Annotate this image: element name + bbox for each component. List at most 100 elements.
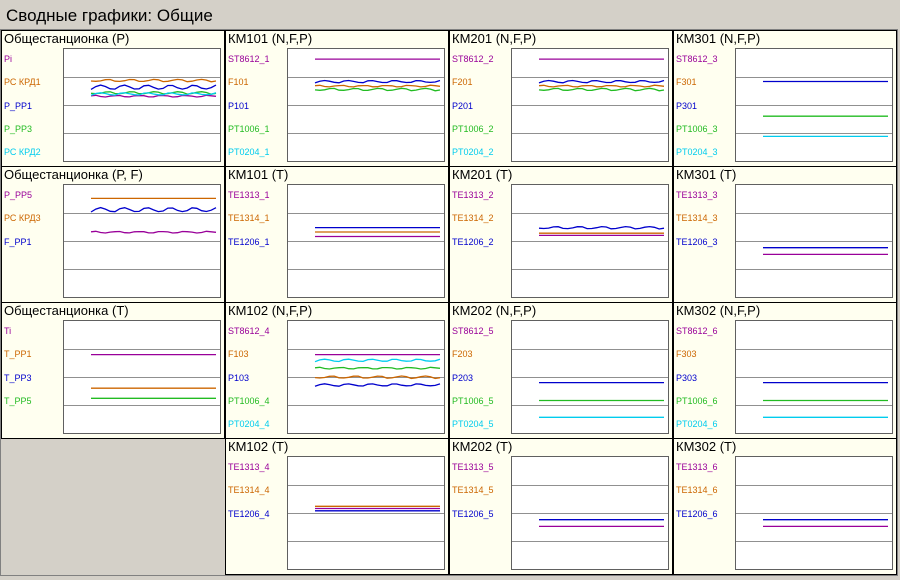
- series-label: PT1006_4: [228, 396, 270, 406]
- chart-panel[interactable]: Общестанционка (T) Ti T_PP1 T_PP3 T_PP5: [1, 302, 225, 439]
- series-line: [90, 230, 217, 234]
- series-line: [90, 92, 217, 96]
- chart-panel[interactable]: Общестанционка (P) Pi РС КРД1 P_PP1 P_PP3 РС …: [1, 30, 225, 167]
- plot-area[interactable]: [735, 320, 893, 434]
- series-label: T_PP1: [4, 349, 32, 359]
- series-line: [538, 225, 665, 230]
- plot-svg: [736, 213, 892, 270]
- panel-title: КМ201 (T): [452, 167, 513, 182]
- series-line: [538, 87, 665, 92]
- series-label: РС КРД1: [4, 77, 41, 87]
- plot-svg: [512, 58, 668, 134]
- panel-title: КМ201 (N,F,P): [452, 31, 537, 46]
- series-label: F103: [228, 349, 249, 359]
- series-label: F301: [676, 77, 697, 87]
- plot-area[interactable]: [287, 184, 445, 298]
- series-label: PT1006_5: [452, 396, 494, 406]
- series-label: TE1314_6: [676, 485, 718, 495]
- plot-area[interactable]: [735, 456, 893, 570]
- panel-title: Общестанционка (P): [4, 31, 130, 46]
- series-label: TE1313_4: [228, 462, 270, 472]
- series-label: P_PP5: [4, 190, 33, 200]
- series-label: F203: [452, 349, 473, 359]
- plot-svg: [288, 485, 444, 542]
- chart-panel[interactable]: КМ301 (N,F,P) ST8612_3 F301 P301 PT1006_3 PT0…: [673, 30, 897, 167]
- series-label: TE1313_5: [452, 462, 494, 472]
- series-label: TE1206_2: [452, 237, 494, 247]
- series-line: [314, 375, 441, 380]
- plot-area[interactable]: [511, 456, 669, 570]
- plot-area[interactable]: [63, 184, 221, 298]
- plot-area[interactable]: [287, 320, 445, 434]
- chart-panel[interactable]: Общестанционка (P, F) P_PP5 РС КРД3 F_PP1: [1, 166, 225, 303]
- plot-area[interactable]: [735, 48, 893, 162]
- series-label: ST8612_6: [676, 326, 718, 336]
- panel-title: КМ202 (N,F,P): [452, 303, 537, 318]
- series-label: PT0204_5: [452, 419, 494, 429]
- plot-svg: [64, 77, 220, 134]
- series-label: PT1006_1: [228, 124, 270, 134]
- chart-panel[interactable]: КМ101 (T) TE1313_1 TE1314_1 TE1206_1: [225, 166, 449, 303]
- series-line: [538, 84, 665, 88]
- series-label: ST8612_2: [452, 54, 494, 64]
- series-line: [90, 206, 217, 213]
- series-label: TE1313_2: [452, 190, 494, 200]
- plot-svg: [512, 485, 668, 542]
- series-label: F303: [676, 349, 697, 359]
- chart-panel[interactable]: КМ202 (T) TE1313_5 TE1314_5 TE1206_5: [449, 438, 673, 575]
- series-line: [314, 366, 441, 370]
- series-label: PT0204_2: [452, 147, 494, 157]
- chart-panel[interactable]: КМ301 (T) TE1313_3 TE1314_3 TE1206_3: [673, 166, 897, 303]
- series-label: TE1313_3: [676, 190, 718, 200]
- series-label: T_PP5: [4, 396, 32, 406]
- chart-panel[interactable]: КМ201 (T) TE1313_2 TE1314_2 TE1206_2: [449, 166, 673, 303]
- panel-title: КМ202 (T): [452, 439, 513, 454]
- chart-panel[interactable]: КМ102 (T) TE1313_4 TE1314_4 TE1206_4: [225, 438, 449, 575]
- series-label: TE1206_6: [676, 509, 718, 519]
- panel-title: КМ302 (T): [676, 439, 737, 454]
- series-label: ST8612_5: [452, 326, 494, 336]
- chart-panel[interactable]: КМ102 (N,F,P) ST8612_4 F103 P103 PT1006_4 PT0…: [225, 302, 449, 439]
- series-label: ST8612_1: [228, 54, 270, 64]
- panel-title: КМ301 (N,F,P): [676, 31, 761, 46]
- panel-title: Общестанционка (T): [4, 303, 129, 318]
- plot-area[interactable]: [287, 456, 445, 570]
- plot-area[interactable]: [511, 48, 669, 162]
- series-label: TE1206_5: [452, 509, 494, 519]
- series-label: PT1006_2: [452, 124, 494, 134]
- plot-area[interactable]: [63, 48, 221, 162]
- series-label: P203: [452, 373, 474, 383]
- chart-panel[interactable]: КМ201 (N,F,P) ST8612_2 F201 P201 PT1006_2 PT0…: [449, 30, 673, 167]
- panel-title: КМ102 (N,F,P): [228, 303, 313, 318]
- plot-area[interactable]: [63, 320, 221, 434]
- series-label: PT0204_3: [676, 147, 718, 157]
- chart-panel[interactable]: КМ302 (T) TE1313_6 TE1314_6 TE1206_6: [673, 438, 897, 575]
- series-line: [90, 78, 217, 83]
- plot-svg: [512, 349, 668, 418]
- chart-panel[interactable]: КМ101 (N,F,P) ST8612_1 F101 P101 PT1006_1 PT0…: [225, 30, 449, 167]
- plot-area[interactable]: [511, 320, 669, 434]
- series-label: TE1313_6: [676, 462, 718, 472]
- series-label: РС КРД3: [4, 213, 41, 223]
- panel-title: КМ301 (T): [676, 167, 737, 182]
- series-line: [314, 84, 441, 88]
- series-label: РС КРД2: [4, 147, 41, 157]
- series-label: PT0204_4: [228, 419, 270, 429]
- series-line: [314, 79, 441, 84]
- window-title: Сводные графики: Общие: [6, 6, 213, 25]
- series-line: [314, 87, 441, 92]
- series-label: TE1206_1: [228, 237, 270, 247]
- plot-area[interactable]: [511, 184, 669, 298]
- plot-area[interactable]: [735, 184, 893, 298]
- series-label: PT1006_3: [676, 124, 718, 134]
- chart-panel[interactable]: КМ302 (N,F,P) ST8612_6 F303 P303 PT1006_6 PT0…: [673, 302, 897, 439]
- series-label: P_PP3: [4, 124, 33, 134]
- plot-svg: [288, 213, 444, 270]
- series-label: PT0204_6: [676, 419, 718, 429]
- series-label: F201: [452, 77, 473, 87]
- panel-title: КМ102 (T): [228, 439, 289, 454]
- series-label: P103: [228, 373, 250, 383]
- plot-area[interactable]: [287, 48, 445, 162]
- series-label: P201: [452, 101, 474, 111]
- chart-panel[interactable]: КМ202 (N,F,P) ST8612_5 F203 P203 PT1006_5 PT0…: [449, 302, 673, 439]
